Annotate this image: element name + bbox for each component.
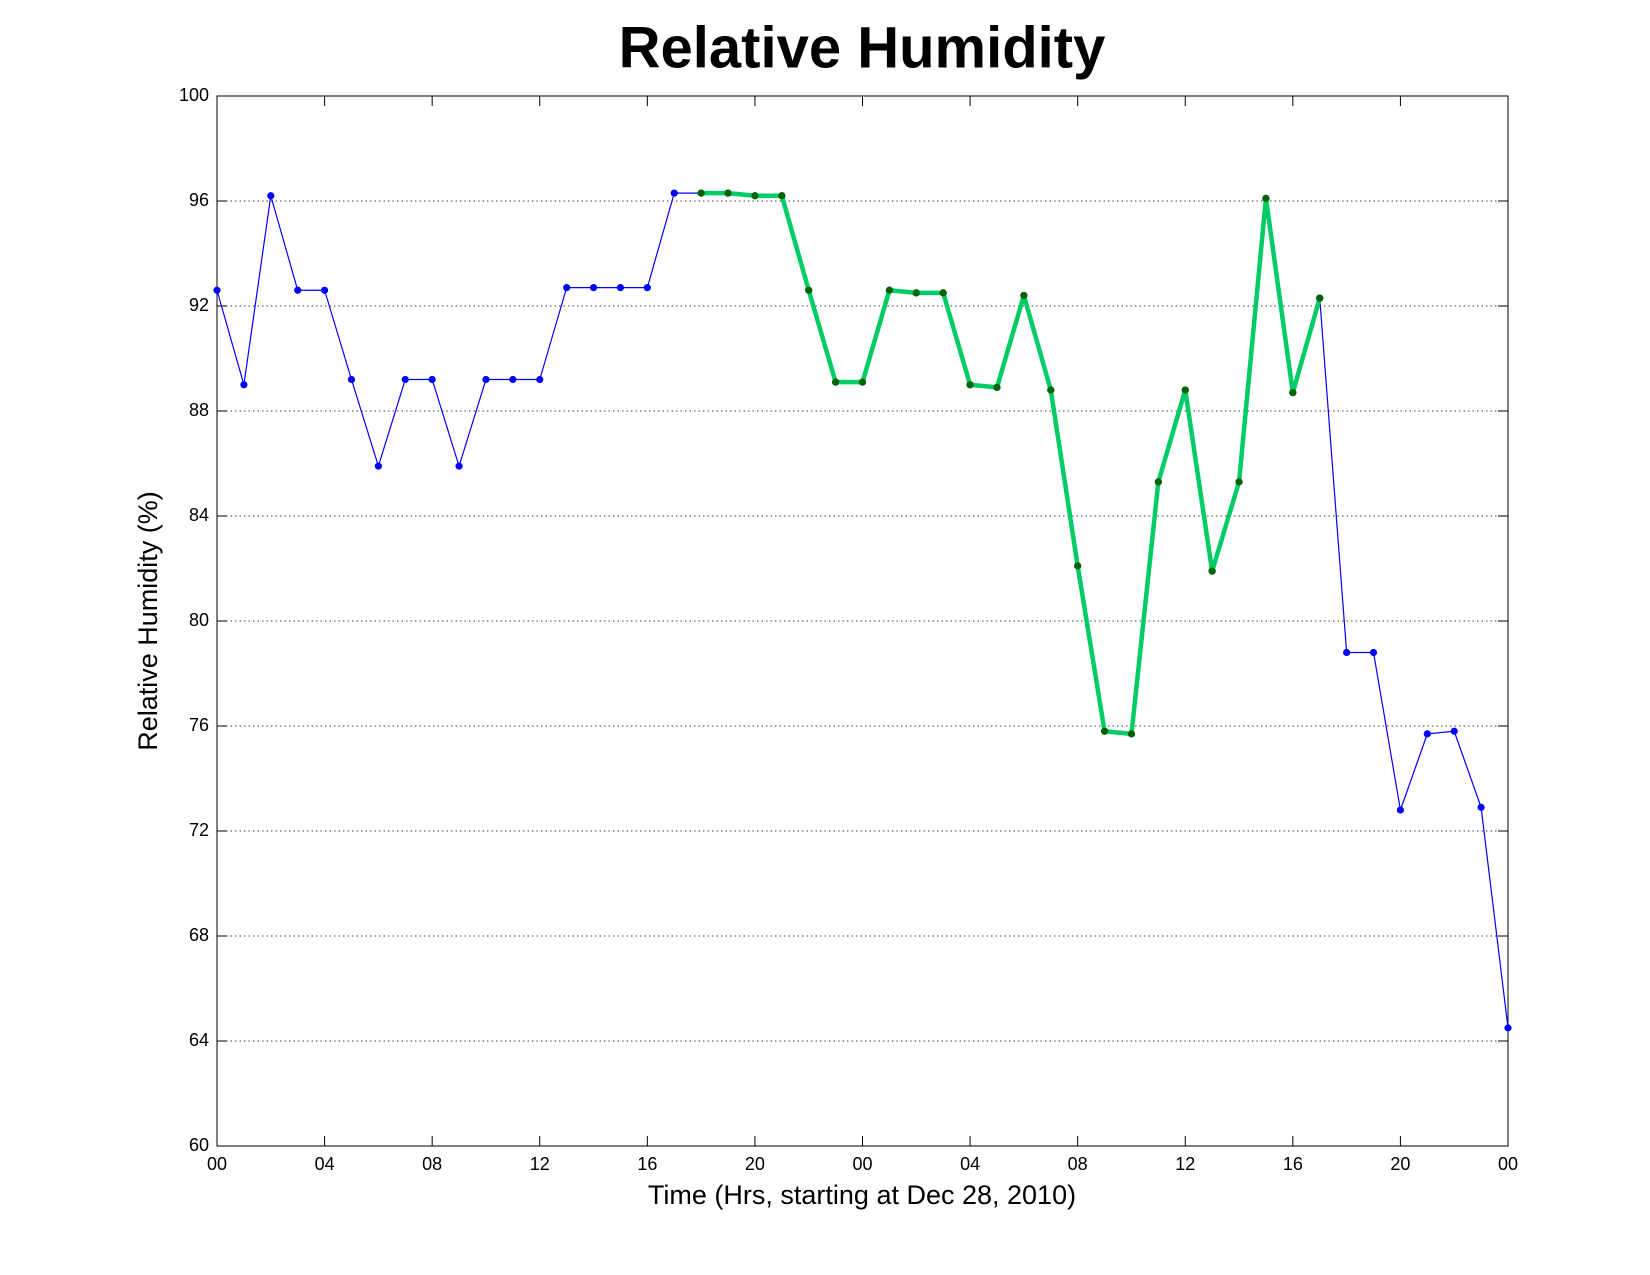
data-point <box>993 383 1001 391</box>
data-point <box>401 375 409 384</box>
x-tick-label: 04 <box>960 1154 980 1174</box>
data-point <box>616 284 625 292</box>
data-point <box>670 189 678 197</box>
data-point <box>213 286 221 294</box>
data-point <box>939 289 947 297</box>
data-point <box>1343 648 1351 657</box>
data-point <box>1423 730 1431 738</box>
x-tick-label: 16 <box>637 1154 657 1174</box>
data-point <box>1181 386 1189 394</box>
data-point <box>912 289 920 297</box>
data-point <box>885 286 893 294</box>
data-point <box>1504 1024 1512 1032</box>
y-tick-label: 64 <box>189 1030 209 1050</box>
y-tick-label: 88 <box>189 400 209 420</box>
x-tick-label: 20 <box>745 1154 765 1174</box>
data-point <box>697 189 705 197</box>
data-point <box>1208 567 1216 575</box>
data-point <box>347 375 356 384</box>
y-tick-label: 72 <box>189 820 209 840</box>
data-point <box>1154 478 1162 486</box>
data-point <box>1074 562 1082 570</box>
x-tick-label: 20 <box>1390 1154 1410 1174</box>
data-point <box>509 375 517 384</box>
data-point <box>482 375 490 384</box>
y-tick-label: 100 <box>179 85 209 105</box>
data-point <box>751 192 759 200</box>
x-tick-label: 08 <box>1068 1154 1088 1174</box>
x-tick-label: 12 <box>530 1154 550 1174</box>
data-point <box>1316 294 1324 302</box>
y-tick-label: 84 <box>189 505 209 525</box>
y-tick-label: 92 <box>189 295 209 315</box>
series-line <box>701 190 1322 737</box>
data-point <box>832 378 840 386</box>
data-point <box>294 286 302 294</box>
x-tick-label: 00 <box>1498 1154 1518 1174</box>
data-point <box>455 462 463 470</box>
data-point <box>320 286 329 294</box>
y-axis-label: Relative Humidity (%) <box>133 491 163 751</box>
x-tick-label: 12 <box>1175 1154 1195 1174</box>
x-axis-label: Time (Hrs, starting at Dec 28, 2010) <box>648 1180 1076 1210</box>
data-point <box>267 192 275 200</box>
y-tick-label: 96 <box>189 190 209 210</box>
x-tick-label: 08 <box>422 1154 442 1174</box>
data-point <box>536 375 544 384</box>
y-tick-label: 80 <box>189 610 209 630</box>
x-tick-label: 00 <box>852 1154 872 1174</box>
y-tick-label: 68 <box>189 925 209 945</box>
data-point <box>1100 727 1109 735</box>
data-point <box>643 284 651 292</box>
data-point <box>1020 291 1028 300</box>
plot-frame <box>216 95 1509 1147</box>
chart-title: Relative Humidity <box>619 15 1106 80</box>
data-point <box>428 375 436 384</box>
data-point <box>858 378 867 386</box>
data-point <box>1289 389 1297 397</box>
data-point <box>966 381 974 389</box>
x-tick-label: 00 <box>207 1154 227 1174</box>
x-tick-label: 16 <box>1283 1154 1303 1174</box>
data-point <box>240 381 248 389</box>
data-point <box>1369 648 1378 657</box>
data-point <box>1396 806 1405 814</box>
data-point <box>589 284 598 292</box>
data-point <box>1047 386 1055 394</box>
data-point <box>1235 478 1243 486</box>
data-point <box>563 284 571 292</box>
data-point <box>374 462 382 470</box>
data-point <box>1127 730 1136 738</box>
data-point <box>724 189 732 197</box>
data-point <box>778 192 786 200</box>
data-point <box>1262 194 1270 202</box>
data-point <box>1450 727 1458 735</box>
x-tick-label: 04 <box>315 1154 335 1174</box>
y-tick-label: 60 <box>189 1135 209 1155</box>
y-tick-label: 76 <box>189 715 209 735</box>
data-point <box>805 286 813 294</box>
data-point <box>1477 803 1485 811</box>
